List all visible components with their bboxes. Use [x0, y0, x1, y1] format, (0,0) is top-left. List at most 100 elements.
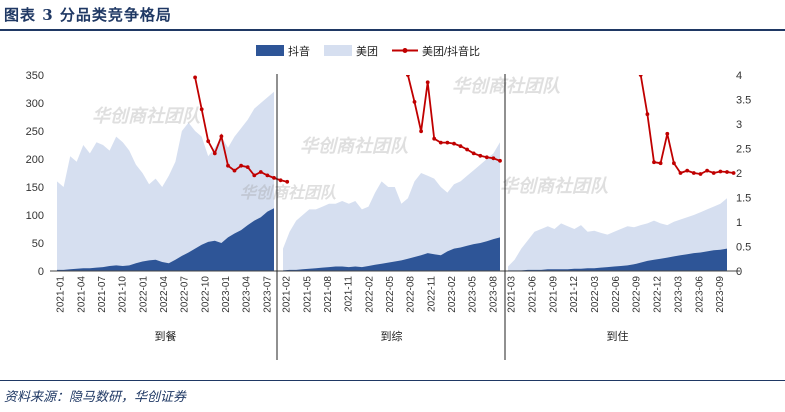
- chart-legend: 抖音 美团 美团/抖音比: [256, 44, 480, 58]
- legend-swatch-douyin: [256, 45, 284, 56]
- right-tick-label: 1.5: [736, 193, 751, 205]
- x-tick-label: 2023-05: [468, 276, 479, 313]
- ratio-point-1-8: [239, 163, 244, 168]
- ratio-point-1-7: [232, 168, 237, 173]
- ratio-point-2-2: [412, 100, 417, 104]
- ratio-point-1-2: [199, 107, 204, 112]
- ratio-point-1-1: [193, 75, 198, 80]
- right-tick-label: 3.5: [736, 95, 751, 107]
- ratio-point-3-6: [672, 161, 676, 166]
- left-tick-label: 250: [26, 126, 44, 138]
- ratio-point-3-15: [731, 171, 736, 175]
- ratio-point-2-14: [491, 156, 496, 161]
- x-tick-label: 2021-03: [507, 276, 518, 313]
- x-tick-label: 2022-05: [385, 276, 396, 313]
- ratio-point-1-12: [265, 173, 270, 178]
- meituan-area-1: [57, 91, 274, 271]
- x-tick-labels-2: 2021-02 2021-05 2021-08 2021-11 2022-02 2022-…: [282, 276, 500, 313]
- ratio-point-1-6: [226, 163, 230, 168]
- ratio-point-2-13: [484, 155, 489, 160]
- ratio-point-1-10: [252, 173, 257, 178]
- legend-label-ratio: 美团/抖音比: [422, 44, 480, 58]
- panel-1: [57, 75, 290, 271]
- x-tick-label: 2021-01: [56, 276, 67, 313]
- douyin-area-3: [508, 248, 727, 271]
- right-tick-label: 1: [736, 217, 742, 229]
- watermark-2: 华创商社团队: [300, 136, 409, 156]
- ratio-point-2-9: [458, 144, 463, 149]
- ratio-point-3-1: [638, 75, 643, 77]
- ratio-point-2-11: [471, 151, 476, 156]
- watermark-4: 华创商社团队: [500, 176, 609, 196]
- douyin-area-1: [57, 208, 274, 271]
- ratio-point-2-1: [406, 75, 410, 77]
- figure-title: 图表 3 分品类竞争格局: [4, 6, 172, 24]
- clipped-layer: [57, 75, 736, 271]
- ratio-point-3-10: [698, 172, 703, 176]
- x-tick-label: 2022-09: [632, 276, 643, 313]
- ratio-point-2-15: [498, 158, 502, 163]
- ratio-point-3-9: [691, 171, 696, 175]
- x-tick-label: 2021-04: [76, 276, 87, 313]
- ratio-point-3-11: [705, 168, 709, 173]
- ratio-point-1-5: [219, 134, 224, 139]
- ratio-point-2-7: [445, 140, 450, 145]
- x-tick-label: 2023-07: [262, 276, 273, 313]
- ratio-point-2-12: [478, 153, 483, 158]
- category-competition-chart: 抖音 美团 美团/抖音比 华创商社团队华创商社团队华创商社团队华创商社团队华创商社团…: [26, 44, 751, 360]
- x-tick-label: 2021-06: [528, 276, 539, 313]
- x-tick-label: 2021-11: [344, 276, 355, 312]
- x-tick-label: 2023-03: [674, 276, 685, 313]
- x-tick-label: 2023-08: [488, 276, 499, 313]
- ratio-point-2-10: [465, 147, 469, 152]
- x-tick-labels-1: 2021-01 2021-04 2021-07 2021-10 2022-01 2022-…: [56, 276, 274, 313]
- top-rule: [0, 29, 785, 31]
- ratio-point-3-7: [678, 171, 683, 175]
- ratio-point-3-4: [658, 161, 663, 166]
- right-tick-label: 0: [736, 266, 742, 278]
- source-note: 资料来源：隐马数研，华创证券: [4, 390, 187, 405]
- x-tick-label: 2022-03: [590, 276, 601, 313]
- ratio-point-1-4: [212, 151, 217, 156]
- panel-2: [283, 75, 502, 271]
- ratio-point-3-8: [685, 168, 690, 173]
- panel-label-1: 到餐: [155, 329, 177, 343]
- left-tick-label: 50: [32, 238, 44, 250]
- x-tick-label: 2023-06: [694, 276, 705, 313]
- x-tick-label: 2022-01: [138, 276, 149, 313]
- axes: 2021-01 2021-04 2021-07 2021-10 2022-01 2022-…: [26, 70, 751, 360]
- ratio-point-3-13: [718, 169, 723, 174]
- right-tick-label: 2: [736, 168, 742, 180]
- watermark-5: 华创商社团队: [240, 184, 337, 202]
- meituan-area-2: [283, 142, 500, 271]
- left-tick-label: 100: [26, 210, 44, 222]
- watermark-3: 华创商社团队: [452, 76, 561, 96]
- ratio-point-3-14: [725, 170, 729, 174]
- ratio-point-2-6: [438, 140, 443, 145]
- panel-label-2: 到综: [381, 329, 403, 343]
- ratio-point-3-5: [665, 131, 670, 136]
- ratio-point-1-3: [206, 139, 211, 144]
- x-tick-label: 2021-08: [323, 276, 334, 313]
- x-tick-label: 2021-09: [548, 276, 559, 313]
- ratio-line-3: [639, 75, 734, 175]
- ratio-point-2-8: [452, 141, 456, 146]
- x-tick-label: 2022-08: [406, 276, 417, 313]
- ratio-point-2-3: [419, 129, 423, 134]
- x-tick-label: 2021-10: [118, 276, 129, 313]
- ratio-point-1-14: [278, 178, 283, 183]
- right-tick-label: 4: [736, 70, 742, 82]
- right-tick-label: 3: [736, 119, 742, 131]
- legend-label-douyin: 抖音: [288, 44, 310, 58]
- panel-3: [508, 75, 736, 271]
- left-tick-label: 300: [26, 98, 44, 110]
- x-tick-label: 2023-04: [242, 276, 253, 313]
- ratio-point-3-2: [645, 112, 650, 117]
- legend-label-meituan: 美团: [356, 45, 378, 58]
- left-axis: 0 50 100 150 200 250 300 350: [26, 70, 44, 278]
- douyin-area-2: [283, 237, 500, 271]
- left-tick-label: 150: [26, 182, 44, 194]
- x-tick-label: 2022-07: [180, 276, 191, 313]
- ratio-point-1-9: [245, 165, 250, 170]
